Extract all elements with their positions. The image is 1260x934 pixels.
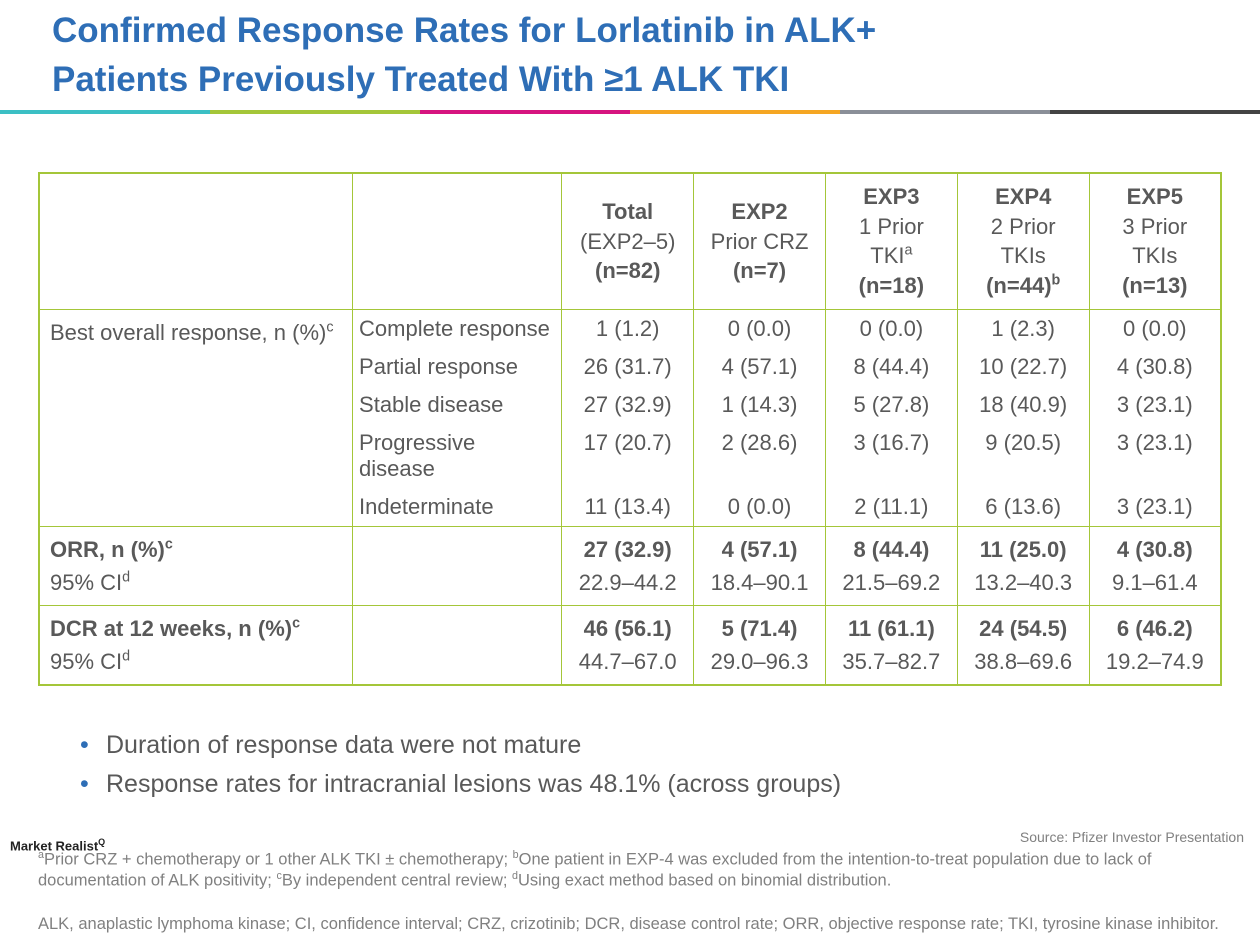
slide-title-block: Confirmed Response Rates for Lorlatinib … xyxy=(0,0,1260,104)
row-sublabel: Stable disease xyxy=(353,386,562,424)
row-sublabel xyxy=(353,605,562,685)
cell: 3 (23.1) xyxy=(1089,488,1221,527)
cell: 27 (32.9)22.9–44.2 xyxy=(562,526,694,605)
row-sublabel: Complete response xyxy=(353,309,562,348)
cell: 11 (61.1)35.7–82.7 xyxy=(825,605,957,685)
cell: 8 (44.4) xyxy=(825,348,957,386)
response-table: Total(EXP2–5)(n=82)EXP2Prior CRZ(n=7)EXP… xyxy=(38,172,1222,686)
col-header: EXP42 Prior TKIs(n=44)b xyxy=(957,173,1089,309)
cell: 4 (30.8) xyxy=(1089,348,1221,386)
row-label: Best overall response, n (%)c xyxy=(39,309,353,526)
cell: 6 (13.6) xyxy=(957,488,1089,527)
row-sublabel xyxy=(353,526,562,605)
cell: 17 (20.7) xyxy=(562,424,694,488)
cell: 1 (14.3) xyxy=(694,386,826,424)
footnotes: aPrior CRZ + chemotherapy or 1 other ALK… xyxy=(0,803,1260,934)
row-label: ORR, n (%)c95% CId xyxy=(39,526,353,605)
color-stripe xyxy=(0,110,1260,114)
col-header: Total(EXP2–5)(n=82) xyxy=(562,173,694,309)
cell: 0 (0.0) xyxy=(694,309,826,348)
cell: 27 (32.9) xyxy=(562,386,694,424)
col-header: EXP53 Prior TKIs(n=13) xyxy=(1089,173,1221,309)
cell: 1 (1.2) xyxy=(562,309,694,348)
bullet-item: Response rates for intracranial lesions … xyxy=(80,765,1260,804)
row-sublabel: Progressive disease xyxy=(353,424,562,488)
source-attribution: Source: Pfizer Investor Presentation xyxy=(1020,829,1244,845)
cell: 0 (0.0) xyxy=(1089,309,1221,348)
bullet-list: Duration of response data were not matur… xyxy=(0,686,1260,804)
cell: 3 (16.7) xyxy=(825,424,957,488)
table-row: ORR, n (%)c95% CId 27 (32.9)22.9–44.24 (5… xyxy=(39,526,1221,605)
cell: 0 (0.0) xyxy=(825,309,957,348)
cell: 5 (71.4)29.0–96.3 xyxy=(694,605,826,685)
table-row: DCR at 12 weeks, n (%)c95% CId 46 (56.1)4… xyxy=(39,605,1221,685)
cell: 11 (13.4) xyxy=(562,488,694,527)
footnote-abbrev: ALK, anaplastic lymphoma kinase; CI, con… xyxy=(38,914,1222,934)
cell: 2 (11.1) xyxy=(825,488,957,527)
row-label: DCR at 12 weeks, n (%)c95% CId xyxy=(39,605,353,685)
bullet-item: Duration of response data were not matur… xyxy=(80,726,1260,765)
slide-title-l2: Patients Previously Treated With ≥1 ALK … xyxy=(52,55,1260,104)
cell: 46 (56.1)44.7–67.0 xyxy=(562,605,694,685)
cell: 2 (28.6) xyxy=(694,424,826,488)
row-sublabel: Indeterminate xyxy=(353,488,562,527)
cell: 11 (25.0)13.2–40.3 xyxy=(957,526,1089,605)
cell: 6 (46.2)19.2–74.9 xyxy=(1089,605,1221,685)
table-header-row: Total(EXP2–5)(n=82)EXP2Prior CRZ(n=7)EXP… xyxy=(39,173,1221,309)
hdr-blank2 xyxy=(353,173,562,309)
cell: 3 (23.1) xyxy=(1089,386,1221,424)
cell: 4 (30.8)9.1–61.4 xyxy=(1089,526,1221,605)
cell: 4 (57.1) xyxy=(694,348,826,386)
table-wrap: Total(EXP2–5)(n=82)EXP2Prior CRZ(n=7)EXP… xyxy=(0,114,1260,686)
table-body: Best overall response, n (%)cComplete re… xyxy=(39,309,1221,685)
cell: 24 (54.5)38.8–69.6 xyxy=(957,605,1089,685)
watermark: Market RealistQ xyxy=(10,837,105,853)
cell: 0 (0.0) xyxy=(694,488,826,527)
hdr-blank1 xyxy=(39,173,353,309)
cell: 8 (44.4)21.5–69.2 xyxy=(825,526,957,605)
table-row: Best overall response, n (%)cComplete re… xyxy=(39,309,1221,348)
col-header: EXP2Prior CRZ(n=7) xyxy=(694,173,826,309)
cell: 1 (2.3) xyxy=(957,309,1089,348)
cell: 9 (20.5) xyxy=(957,424,1089,488)
cell: 3 (23.1) xyxy=(1089,424,1221,488)
cell: 5 (27.8) xyxy=(825,386,957,424)
footnote-a-d: aPrior CRZ + chemotherapy or 1 other ALK… xyxy=(38,849,1222,891)
slide-title-l1: Confirmed Response Rates for Lorlatinib … xyxy=(52,6,1260,55)
cell: 4 (57.1)18.4–90.1 xyxy=(694,526,826,605)
cell: 26 (31.7) xyxy=(562,348,694,386)
col-header: EXP31 Prior TKIa(n=18) xyxy=(825,173,957,309)
cell: 10 (22.7) xyxy=(957,348,1089,386)
cell: 18 (40.9) xyxy=(957,386,1089,424)
row-sublabel: Partial response xyxy=(353,348,562,386)
